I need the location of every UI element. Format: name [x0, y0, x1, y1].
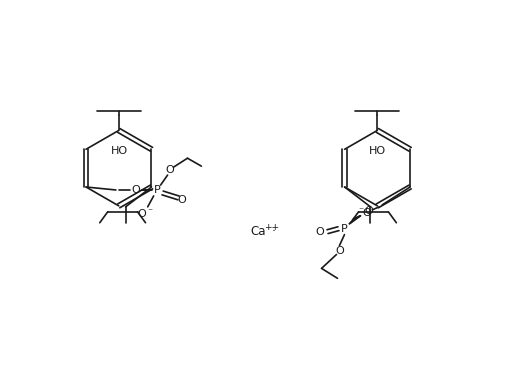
Text: O: O — [132, 185, 140, 195]
Text: HO: HO — [368, 146, 385, 156]
Text: O: O — [315, 227, 324, 236]
Text: O: O — [137, 209, 146, 219]
Text: ++: ++ — [264, 223, 279, 232]
Text: ⁻: ⁻ — [359, 206, 363, 216]
Text: O: O — [364, 206, 373, 216]
Text: O: O — [177, 195, 186, 205]
Text: O: O — [165, 165, 174, 175]
Text: O: O — [362, 208, 370, 218]
Text: P: P — [341, 224, 348, 233]
Text: Ca: Ca — [250, 225, 266, 238]
Text: O: O — [335, 245, 344, 256]
Text: ·: · — [272, 225, 276, 238]
Text: P: P — [154, 185, 161, 195]
Text: HO: HO — [110, 146, 127, 156]
Text: ⁻: ⁻ — [147, 207, 152, 217]
